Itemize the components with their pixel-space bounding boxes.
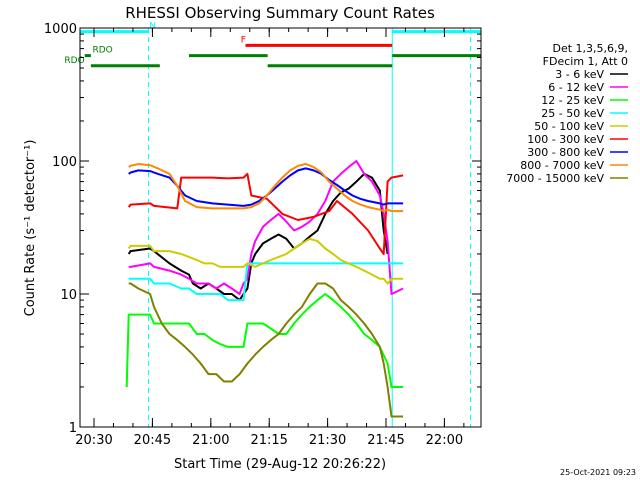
x-tick-label-6: 22:00: [426, 433, 463, 448]
series-line-2: [125, 293, 404, 388]
series-line-7: [128, 163, 404, 213]
x-tick-label-2: 21:00: [192, 433, 229, 448]
y-axis-label: Count Rate (s⁻¹ detector⁻¹): [23, 140, 38, 317]
x-axis-label: Start Time (29-Aug-12 20:26:22): [174, 457, 386, 472]
series-line-5: [127, 172, 404, 255]
x-tick-label-0: 20:30: [75, 433, 112, 448]
legend-label-7: 800 - 7000 keV: [520, 159, 604, 172]
series-line-0: [127, 172, 389, 302]
x-tick-label-5: 21:45: [367, 433, 404, 448]
x-tick-label-1: 20:45: [134, 433, 171, 448]
y-tick-label-1: 10: [60, 288, 77, 303]
legend-label-6: 300 - 800 keV: [527, 146, 604, 159]
x-axis-ticks: 20:30 20:45 21:00 21:15 21:30 21:45 22:00: [75, 28, 465, 448]
legend: Det 1,3,5,6,9,FDecim 1, Att 03 - 6 keV6 …: [506, 42, 628, 185]
series-line-1: [128, 160, 404, 295]
legend-label-1: 6 - 12 keV: [548, 81, 604, 94]
legend-label-3: 25 - 50 keV: [541, 107, 604, 120]
plot-frame: [79, 27, 482, 428]
x-tick-label-4: 21:30: [309, 433, 346, 448]
series-line-4: [127, 237, 404, 285]
legend-label-0: 3 - 6 keV: [555, 68, 604, 81]
x-tick-label-3: 21:15: [250, 433, 287, 448]
bar-label-4: RDO: [64, 56, 84, 66]
legend-label-4: 50 - 100 keV: [534, 120, 604, 133]
y-tick-label-3: 1000: [44, 22, 77, 37]
timestamp: 25-Oct-2021 09:23: [560, 468, 636, 477]
legend-label-2: 12 - 25 keV: [541, 94, 604, 107]
series-line-3: [128, 262, 404, 302]
y-axis-ticks: 1 10 100 1000: [44, 22, 481, 436]
series-line-6: [128, 167, 404, 207]
legend-label-5: 100 - 300 keV: [527, 133, 604, 146]
bar-label-0: N: [149, 22, 156, 32]
legend-header-1: FDecim 1, Att 0: [543, 55, 628, 68]
series-lines: [125, 160, 404, 418]
y-tick-label-0: 1: [69, 421, 77, 436]
annotation-vlines: [79, 28, 471, 427]
y-tick-label-2: 100: [52, 155, 77, 170]
bar-label-3: RDO: [92, 46, 112, 56]
legend-header-0: Det 1,3,5,6,9,: [552, 42, 628, 55]
bar-label-2: F: [241, 35, 246, 45]
series-line-8: [128, 282, 404, 418]
observing-bars: N F RDO RDO: [64, 22, 481, 68]
legend-label-8: 7000 - 15000 keV: [506, 172, 604, 185]
chart-title: RHESSI Observing Summary Count Rates: [125, 4, 435, 22]
